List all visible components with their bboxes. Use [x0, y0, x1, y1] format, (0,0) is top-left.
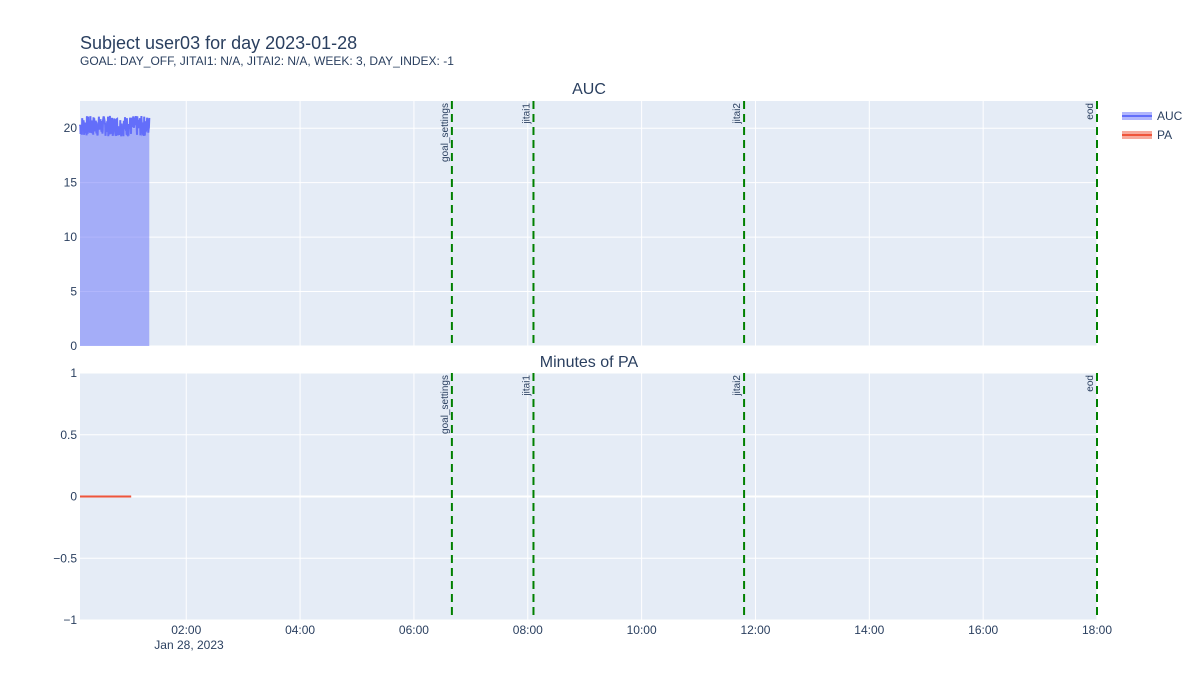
event-label-jitai1: jitai1	[521, 103, 532, 125]
y-tick-label: 0	[70, 339, 77, 353]
event-label-eod: eod	[1085, 103, 1096, 120]
y-tick-label: 15	[64, 176, 78, 190]
y-tick-label: 5	[70, 285, 77, 299]
legend[interactable]: AUC PA	[1122, 106, 1182, 144]
y-tick-label: −1	[63, 613, 77, 627]
x-tick-label: 16:00	[968, 623, 998, 637]
x-tick-label: 14:00	[854, 623, 884, 637]
y-tick-label: 1	[70, 366, 77, 380]
legend-label-pa: PA	[1157, 128, 1172, 142]
legend-item-pa[interactable]: PA	[1122, 125, 1182, 144]
y-tick-label: 0	[70, 490, 77, 504]
event-label-goal_settings: goal_settings	[440, 375, 451, 434]
subplot-background-1	[80, 101, 1097, 346]
x-tick-label: 18:00	[1082, 623, 1112, 637]
x-axis-date-label: Jan 28, 2023	[154, 638, 224, 652]
subplot-title-pa: Minutes of PA	[540, 354, 639, 371]
y-tick-label: 10	[64, 230, 78, 244]
event-label-jitai2: jitai2	[732, 103, 743, 125]
legend-swatch-auc	[1122, 112, 1152, 120]
event-label-eod: eod	[1085, 375, 1096, 392]
legend-item-auc[interactable]: AUC	[1122, 106, 1182, 125]
event-label-jitai2: jitai2	[732, 375, 743, 397]
x-tick-label: 04:00	[285, 623, 315, 637]
y-tick-label: −0.5	[53, 551, 77, 565]
x-tick-label: 02:00	[171, 623, 201, 637]
x-tick-label: 08:00	[513, 623, 543, 637]
x-tick-label: 10:00	[627, 623, 657, 637]
y-tick-label: 0.5	[60, 428, 77, 442]
auc-area	[80, 116, 149, 346]
subplot-title-auc: AUC	[572, 81, 606, 98]
legend-swatch-pa	[1122, 131, 1152, 139]
event-label-jitai1: jitai1	[521, 375, 532, 397]
y-tick-label: 20	[64, 121, 78, 135]
event-label-goal_settings: goal_settings	[440, 103, 451, 162]
x-tick-label: 06:00	[399, 623, 429, 637]
legend-label-auc: AUC	[1157, 109, 1182, 123]
x-tick-label: 12:00	[740, 623, 770, 637]
